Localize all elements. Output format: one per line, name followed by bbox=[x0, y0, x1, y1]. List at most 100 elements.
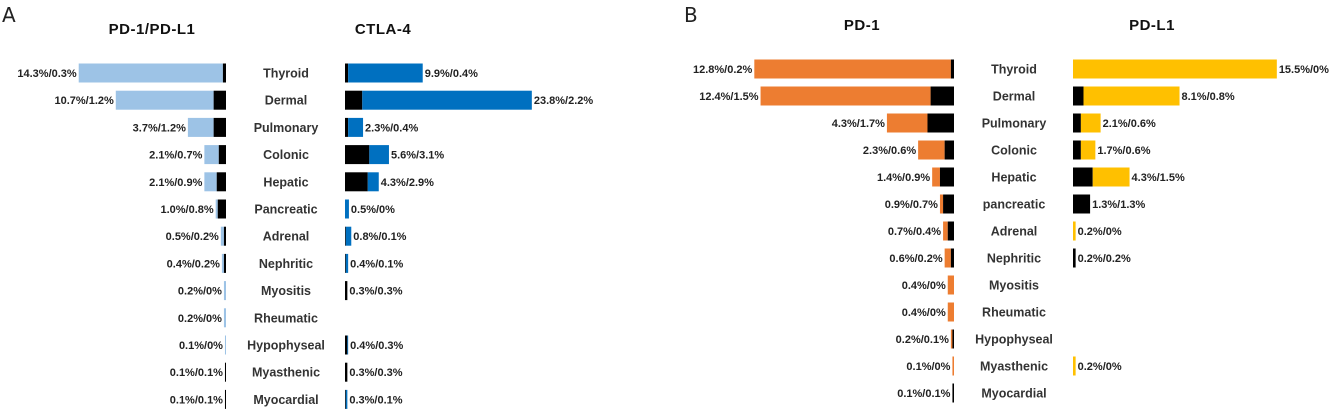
panel-a-right-value-label-adrenal: 0.8%/0.1% bbox=[353, 231, 406, 243]
panel-a-right-bar-pulmonary bbox=[348, 117, 364, 137]
panel-b-left-title: PD-1 bbox=[844, 17, 880, 34]
panel-a-left-black-segment-myocardial bbox=[224, 389, 226, 409]
panel-b-right-bar-adrenal bbox=[1073, 221, 1076, 241]
panel-a-left-value-label-hypophyseal: 0.1%/0% bbox=[179, 340, 223, 352]
panel-b-category-adrenal: Adrenal bbox=[991, 225, 1038, 239]
panel-a-left-bar-dermal bbox=[115, 90, 214, 110]
panel-b-right-bar-hepatic bbox=[1092, 167, 1130, 187]
panel-b-right-value-label-colonic: 1.7%/0.6% bbox=[1097, 145, 1150, 157]
panel-b-left-bar-colonic bbox=[918, 140, 945, 160]
panel-a-left-title: PD-1/PD-L1 bbox=[109, 21, 196, 38]
panel-b-left-bar-pulmonary bbox=[886, 113, 928, 133]
panel-b-category-colonic: Colonic bbox=[991, 144, 1037, 158]
panel-b-left-value-label-hypophyseal: 0.2%/0.1% bbox=[896, 334, 949, 346]
panel-a-right-value-label-myasthenic: 0.3%/0.3% bbox=[349, 367, 402, 379]
panel-a-left-bar-pulmonary bbox=[187, 117, 214, 137]
panel-a-category-pancreatic: Pancreatic bbox=[254, 203, 317, 217]
panel-a-left-black-segment-adrenal bbox=[223, 226, 226, 246]
panel-b-left-bar-nephritic bbox=[944, 248, 951, 268]
panel-b-right-value-label-myasthenic: 0.2%/0% bbox=[1078, 361, 1122, 373]
panel-a-left-black-segment-nephritic bbox=[223, 253, 226, 273]
panel-b-right-black-segment-dermal bbox=[1073, 86, 1084, 106]
panel-a-left-value-label-rheumatic: 0.2%/0% bbox=[178, 313, 222, 325]
panel-a-left-black-segment-pulmonary bbox=[213, 117, 226, 137]
panel-a-left-bar-myositis bbox=[223, 281, 226, 301]
panel-b-right-black-segment-colonic bbox=[1073, 140, 1081, 160]
panel-b-right-value-label-pancreatic: 1.3%/1.3% bbox=[1092, 199, 1145, 211]
panel-a-right-title: CTLA-4 bbox=[355, 21, 411, 38]
panel-b-left-bar-myositis bbox=[947, 275, 954, 295]
panel-b-left-value-label-hepatic: 1.4%/0.9% bbox=[877, 172, 930, 184]
panel-a-right-value-label-thyroid: 9.9%/0.4% bbox=[425, 68, 478, 80]
panel-a-left-value-label-colonic: 2.1%/0.7% bbox=[149, 150, 202, 162]
panel-a-right-bar-dermal bbox=[362, 90, 532, 110]
panel-a-category-thyroid: Thyroid bbox=[263, 67, 309, 81]
panel-a-left-value-label-adrenal: 0.5%/0.2% bbox=[166, 231, 219, 243]
panel-a-right-bar-adrenal bbox=[345, 226, 352, 246]
panel-a-left-value-label-thyroid: 14.3%/0.3% bbox=[17, 68, 77, 80]
panel-b-right-value-label-adrenal: 0.2%/0% bbox=[1078, 226, 1122, 238]
panel-a-right-value-label-hepatic: 4.3%/2.9% bbox=[381, 177, 434, 189]
panel-a-left-value-label-myasthenic: 0.1%/0.1% bbox=[170, 367, 223, 379]
panel-b-category-hepatic: Hepatic bbox=[991, 171, 1036, 185]
panel-a-right-bar-pancreatic bbox=[345, 199, 349, 219]
panel-a-right-value-label-hypophyseal: 0.4%/0.3% bbox=[350, 340, 403, 352]
panel-a-left-value-label-pancreatic: 1.0%/0.8% bbox=[160, 204, 213, 216]
panel-b-left-black-segment-nephritic bbox=[950, 248, 954, 268]
panel-a-right-value-label-pulmonary: 2.3%/0.4% bbox=[365, 122, 418, 134]
panel-b-left-black-segment-myocardial bbox=[952, 383, 954, 403]
panel-a-category-myositis: Myositis bbox=[261, 284, 311, 298]
panel-a-left-bar-nephritic bbox=[221, 253, 224, 273]
panel-b-right-black-segment-pancreatic bbox=[1073, 194, 1091, 214]
panel-b-left-bar-adrenal bbox=[943, 221, 948, 241]
panel-a-left-value-label-myocardial: 0.1%/0.1% bbox=[170, 394, 223, 406]
panel-a-left-bar-thyroid bbox=[78, 63, 223, 83]
panel-b-right-bar-colonic bbox=[1080, 140, 1096, 160]
panel-a-left-bar-colonic bbox=[204, 145, 219, 165]
panel-b-left-black-segment-hypophyseal bbox=[952, 329, 954, 349]
panel-b-left-bar-hypophyseal bbox=[950, 329, 953, 349]
panel-b-left-bar-rheumatic bbox=[947, 302, 954, 322]
panel-a-left-value-label-dermal: 10.7%/1.2% bbox=[54, 95, 114, 107]
panel-b-left-value-label-dermal: 12.4%/1.5% bbox=[699, 91, 759, 103]
panel-b-right-black-segment-nephritic bbox=[1073, 248, 1076, 268]
panel-b-right-black-segment-hepatic bbox=[1073, 167, 1093, 187]
panel-b-category-rheumatic: Rheumatic bbox=[982, 306, 1046, 320]
panel-b-category-myasthenic: Myasthenic bbox=[980, 360, 1048, 374]
panel-a-right-black-segment-myositis bbox=[345, 281, 348, 301]
panel-a-right-bar-hypophyseal bbox=[347, 335, 349, 355]
panel-b-left-black-segment-adrenal bbox=[947, 221, 954, 241]
panel-b-category-myositis: Myositis bbox=[989, 279, 1039, 293]
panel-b-category-hypophyseal: Hypophyseal bbox=[975, 333, 1053, 347]
panel-a-category-hepatic: Hepatic bbox=[263, 175, 308, 189]
panel-a-category-myasthenic: Myasthenic bbox=[252, 366, 320, 380]
panel-a-right-value-label-dermal: 23.8%/2.2% bbox=[534, 95, 594, 107]
panel-b-category-nephritic: Nephritic bbox=[987, 252, 1041, 266]
panel-a-right-value-label-nephritic: 0.4%/0.1% bbox=[350, 258, 403, 270]
panel-a: A PD-1/PD-L1 CTLA-4 Thyroid 14.3%/0.3% 9.9… bbox=[2, 3, 593, 409]
panel-b-left-black-segment-colonic bbox=[944, 140, 954, 160]
panel-b-right-bar-pulmonary bbox=[1080, 113, 1101, 133]
panel-b-left-value-label-thyroid: 12.8%/0.2% bbox=[693, 64, 753, 76]
panel-a-category-rheumatic: Rheumatic bbox=[254, 311, 318, 325]
panel-b-left-black-segment-thyroid bbox=[950, 59, 954, 79]
panel-b-left-black-segment-hepatic bbox=[939, 167, 954, 187]
panel-a-right-black-segment-thyroid bbox=[345, 63, 349, 83]
panel-a-category-hypophyseal: Hypophyseal bbox=[247, 339, 325, 353]
panel-a-category-myocardial: Myocardial bbox=[253, 393, 318, 407]
panel-a-left-bar-pancreatic bbox=[215, 199, 218, 219]
panel-a-left-black-segment-colonic bbox=[218, 145, 226, 165]
panel-a-right-black-segment-hepatic bbox=[345, 172, 368, 192]
panel-b-right-value-label-nephritic: 0.2%/0.2% bbox=[1078, 253, 1131, 265]
panel-b-right-value-label-thyroid: 15.5%/0% bbox=[1279, 64, 1329, 76]
panel-a-right-black-segment-dermal bbox=[345, 90, 363, 110]
panel-a-right-bar-myocardial bbox=[345, 389, 348, 409]
panel-b-left-bar-myasthenic bbox=[952, 356, 954, 376]
panel-b-right-value-label-hepatic: 4.3%/1.5% bbox=[1132, 172, 1185, 184]
panel-b: B PD-1 PD-L1 Thyroid 12.8%/0.2% 15.5%/0% De… bbox=[684, 3, 1329, 403]
panel-a-right-value-label-myositis: 0.3%/0.3% bbox=[349, 286, 402, 298]
panel-a-left-value-label-nephritic: 0.4%/0.2% bbox=[167, 258, 220, 270]
panel-b-left-black-segment-pulmonary bbox=[927, 113, 954, 133]
panel-letter-a: A bbox=[2, 3, 16, 27]
